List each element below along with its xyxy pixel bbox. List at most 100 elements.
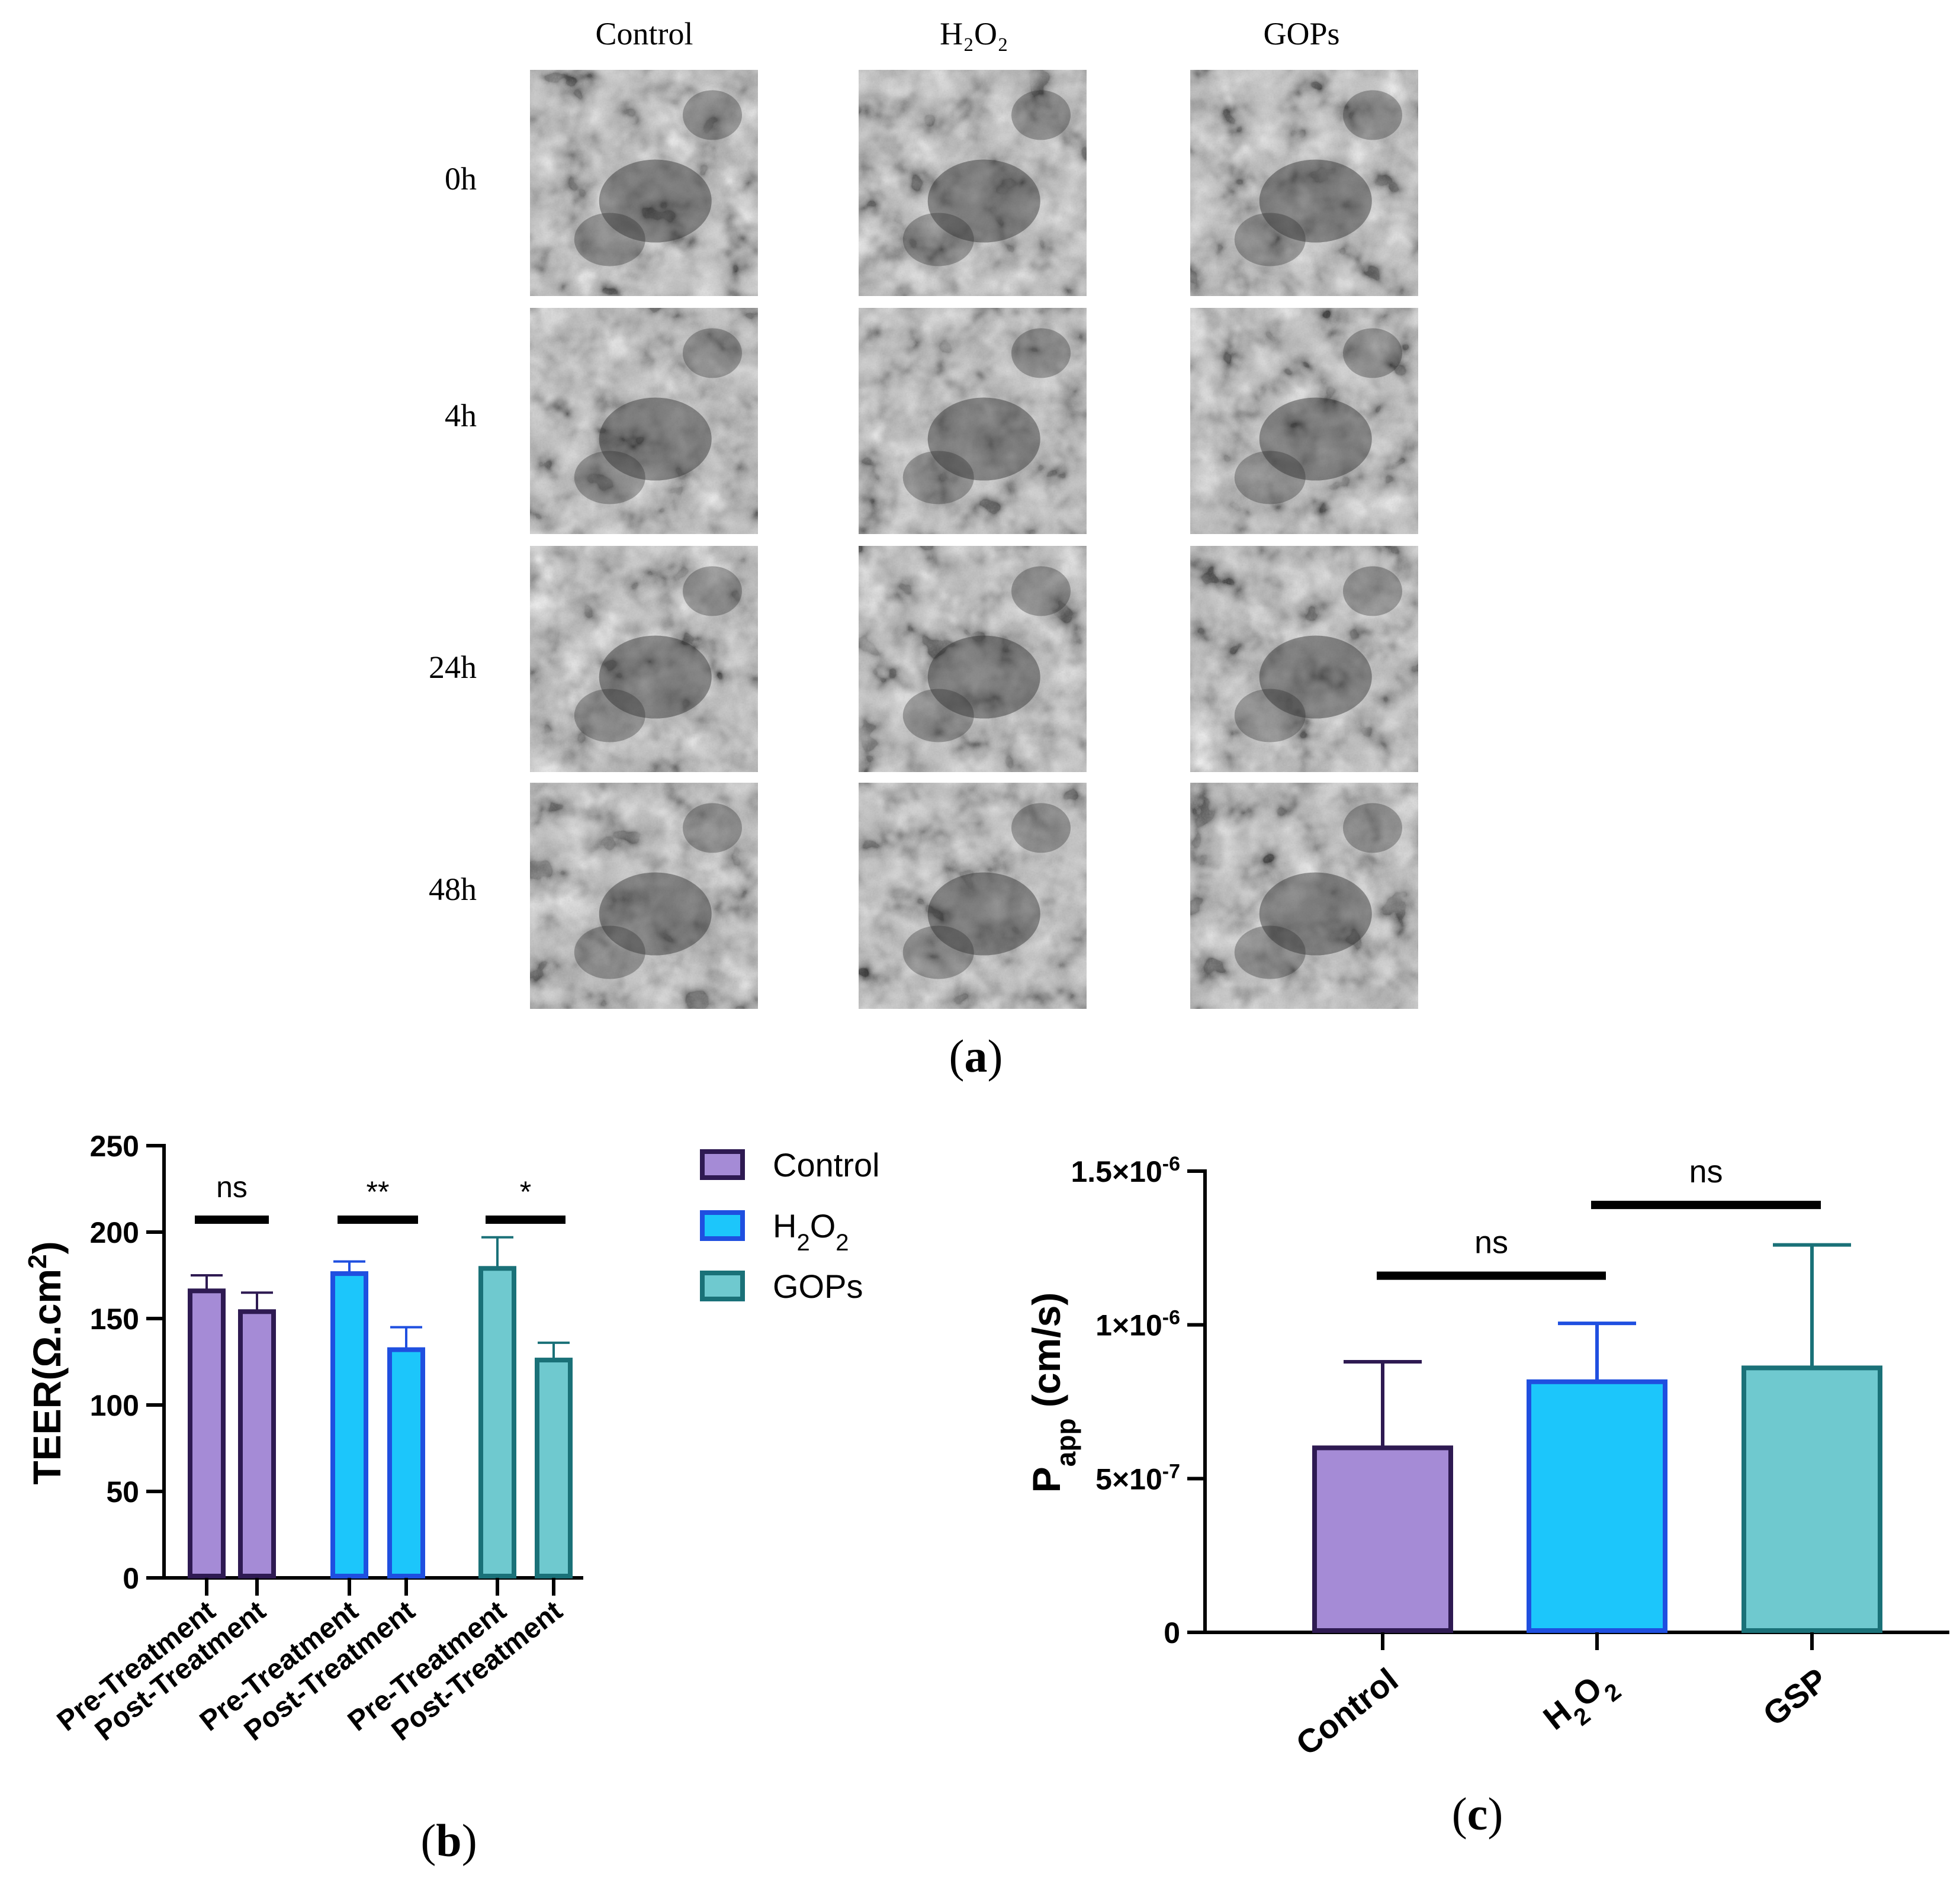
y-tick-label: 0 <box>123 1562 139 1595</box>
micrograph-image <box>859 308 1087 534</box>
cell-cluster <box>683 566 742 616</box>
bar <box>238 1309 276 1579</box>
y-tick-label: 150 <box>90 1303 139 1336</box>
row-label: 4h <box>445 398 477 433</box>
y-axis-label: Papp (cm/s) <box>1024 1292 1081 1493</box>
y-axis-label: TEER(Ω.cm2) <box>23 1241 69 1484</box>
micrograph-image <box>1190 70 1418 296</box>
cell-cluster <box>683 90 742 140</box>
cell-cluster <box>599 397 712 481</box>
micrograph-image <box>530 308 758 534</box>
y-tick-label: 1×10-6 <box>1095 1307 1180 1342</box>
micrograph-image <box>530 546 758 772</box>
micrograph-grain <box>530 308 758 534</box>
cell-cluster <box>902 451 974 504</box>
bar <box>188 1288 226 1579</box>
micrograph-grain <box>859 70 1087 296</box>
cell-cluster <box>1259 397 1372 481</box>
micrograph-image <box>859 70 1087 296</box>
bar <box>387 1347 425 1579</box>
bar <box>330 1271 368 1579</box>
cell-cluster <box>1343 803 1402 853</box>
column-label: GOPs <box>1263 16 1339 52</box>
micrograph-grain <box>530 546 758 772</box>
micrograph-grain <box>1190 546 1418 772</box>
micrograph-grain <box>530 783 758 1009</box>
micrograph-grain <box>530 70 758 296</box>
cell-cluster <box>927 397 1040 481</box>
cell-cluster <box>1011 566 1071 616</box>
legend-swatch <box>700 1149 745 1180</box>
cell-cluster <box>599 872 712 956</box>
micrograph-grain <box>859 783 1087 1009</box>
cell-cluster <box>1234 689 1306 742</box>
cell-cluster <box>683 328 742 378</box>
micrograph-image <box>1190 783 1418 1009</box>
micrograph-image <box>859 546 1087 772</box>
bar <box>1741 1365 1882 1633</box>
cell-cluster <box>1011 90 1071 140</box>
cell-cluster <box>1259 635 1372 719</box>
bar <box>478 1266 516 1579</box>
cell-cluster <box>927 159 1040 243</box>
micrograph-grain <box>859 308 1087 534</box>
micrograph-grain <box>1190 783 1418 1009</box>
row-label: 0h <box>445 161 477 197</box>
bar <box>1312 1445 1453 1633</box>
micrograph-image <box>1190 308 1418 534</box>
y-tick-label: 1.5×10-6 <box>1071 1153 1180 1188</box>
micrograph-image <box>1190 546 1418 772</box>
teer-chart: 050100150200250TEER(Ω.cm2)Pre-TreatmentP… <box>23 1130 880 1747</box>
x-tick-label: Control <box>1289 1661 1405 1763</box>
cell-cluster <box>1259 872 1372 956</box>
cell-cluster <box>599 159 712 243</box>
y-tick-label: 200 <box>90 1216 139 1249</box>
cell-cluster <box>902 925 974 979</box>
significance-label: ns <box>1474 1225 1508 1261</box>
cell-cluster <box>1234 451 1306 504</box>
cell-cluster <box>1011 803 1071 853</box>
y-tick-label: 5×10-7 <box>1095 1460 1180 1496</box>
legend-label: GOPs <box>773 1268 863 1305</box>
panel-c-label: (c) <box>1452 1788 1503 1840</box>
micrograph-grain <box>859 546 1087 772</box>
significance-label: ns <box>216 1171 248 1204</box>
x-tick-label: GSP <box>1756 1661 1834 1733</box>
legend-swatch <box>700 1210 745 1241</box>
legend-swatch <box>700 1271 745 1301</box>
legend-label: H2O2 <box>773 1207 849 1256</box>
cell-cluster <box>1343 566 1402 616</box>
cell-cluster <box>574 925 645 979</box>
legend-label: Control <box>773 1146 880 1184</box>
x-tick-label: H2O2 <box>1536 1661 1626 1746</box>
cell-cluster <box>902 689 974 742</box>
panel-b-label: (b) <box>420 1815 477 1866</box>
significance-label: ns <box>1689 1154 1723 1189</box>
cell-cluster <box>1234 925 1306 979</box>
micrograph-image <box>530 783 758 1009</box>
y-tick-label: 250 <box>90 1130 139 1163</box>
y-tick-label: 0 <box>1164 1616 1180 1650</box>
cell-cluster <box>574 689 645 742</box>
significance-label: ** <box>367 1175 390 1208</box>
significance-label: * <box>520 1175 531 1208</box>
row-label: 48h <box>429 872 477 907</box>
cell-cluster <box>1234 213 1306 266</box>
column-label: H₂O₂ <box>940 16 1008 52</box>
cell-cluster <box>1343 90 1402 140</box>
cell-cluster <box>1259 159 1372 243</box>
micrograph-grain <box>1190 70 1418 296</box>
micrograph-image <box>530 70 758 296</box>
cell-cluster <box>927 872 1040 956</box>
cell-cluster <box>683 803 742 853</box>
cell-cluster <box>927 635 1040 719</box>
cell-cluster <box>574 451 645 504</box>
y-tick-label: 50 <box>106 1475 139 1509</box>
panel-a-label: (a) <box>949 1030 1003 1082</box>
cell-cluster <box>574 213 645 266</box>
cell-cluster <box>599 635 712 719</box>
y-tick-label: 100 <box>90 1389 139 1422</box>
cell-cluster <box>1011 328 1071 378</box>
